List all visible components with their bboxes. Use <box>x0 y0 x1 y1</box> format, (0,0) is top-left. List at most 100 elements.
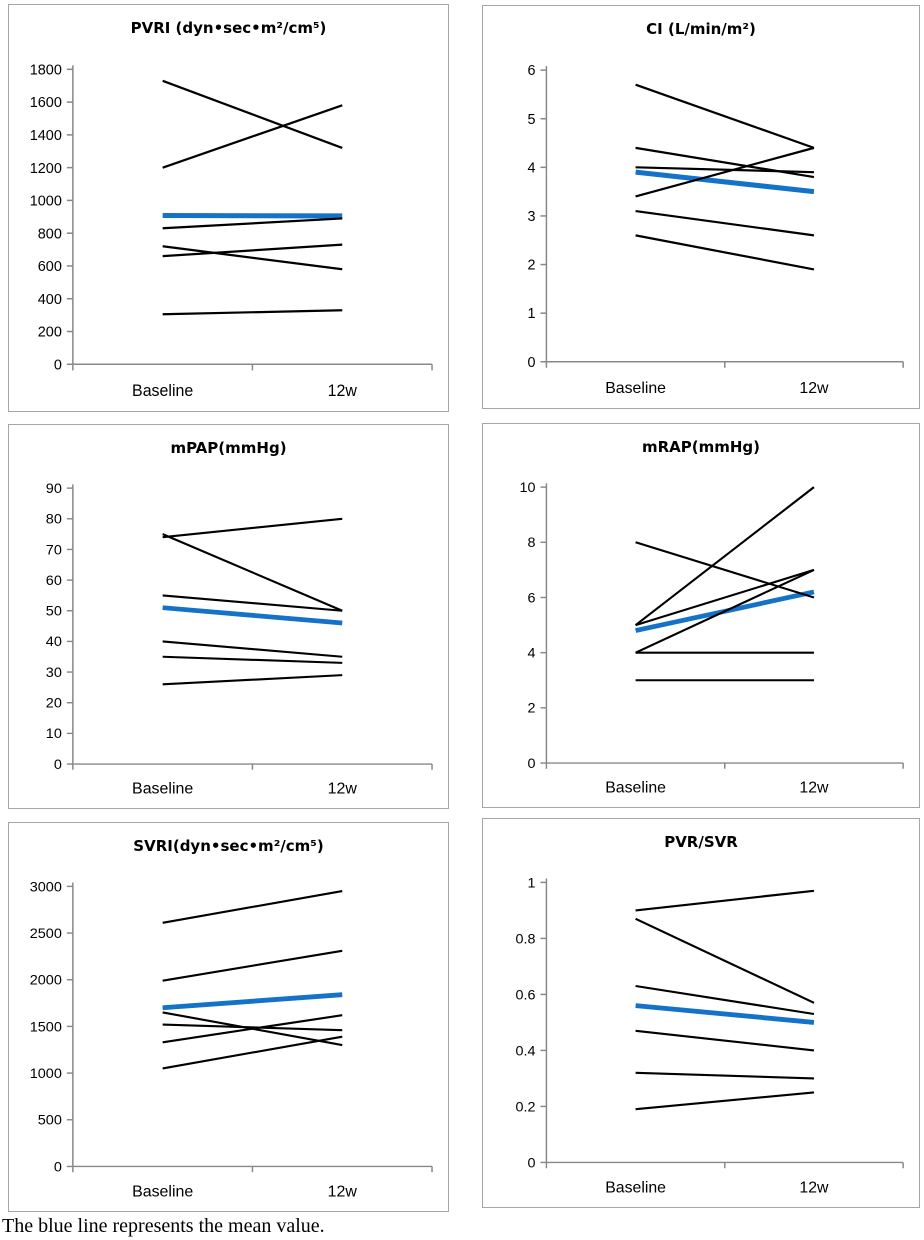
y-tick-label: 10 <box>46 726 62 742</box>
patient-line <box>162 104 343 169</box>
patient-line <box>162 594 343 612</box>
chart-panel-ci: CI (L/min/m²) 0 1 2 3 4 5 6 Baseline 12w <box>482 5 920 409</box>
y-tick-label: 400 <box>38 292 62 308</box>
patient-line <box>635 234 815 271</box>
x-category-label: Baseline <box>132 382 193 400</box>
x-category-label: Baseline <box>132 1184 193 1201</box>
y-tick-label: 80 <box>46 511 62 527</box>
y-tick-label: 200 <box>38 325 62 341</box>
patient-line <box>635 209 815 237</box>
chart-title-pvr-svr: PVR/SVR <box>664 833 738 851</box>
chart-svg-svri: 0 500 1000 1500 2000 2500 3000 Baseline 12w <box>30 879 433 1201</box>
y-tick-label: 20 <box>46 695 62 711</box>
y-tick-label: 30 <box>46 664 62 680</box>
y-tick-label: 2 <box>528 258 536 274</box>
mean-line <box>162 992 343 1011</box>
patient-line <box>635 568 815 627</box>
patient-line <box>162 245 343 271</box>
y-tick-label: 4 <box>528 160 536 176</box>
patient-line <box>162 517 343 539</box>
patient-line <box>635 541 815 599</box>
x-category-label: Baseline <box>605 380 666 397</box>
y-tick-label: 1000 <box>30 193 62 209</box>
patient-line <box>635 568 815 654</box>
chart-title-svri: SVRI(dyn•sec•m²/cm⁵) <box>133 837 324 855</box>
patient-line <box>635 889 815 912</box>
y-tick-label: 1200 <box>30 161 62 177</box>
patient-line <box>162 890 343 924</box>
y-tick-label: 8 <box>528 534 536 550</box>
y-tick-label: 0 <box>528 755 536 771</box>
patient-line <box>162 949 343 982</box>
chart-svg-pvri: 0 200 400 600 800 1000 1200 1400 1600 1800 Baselin… <box>30 62 433 400</box>
y-tick-label: 2000 <box>30 973 62 989</box>
y-tick-label: 0.4 <box>516 1043 536 1059</box>
y-tick-label: 6 <box>528 63 536 79</box>
y-tick-label: 1400 <box>30 128 62 144</box>
y-tick-label: 6 <box>528 590 536 606</box>
chart-title-ci: CI (L/min/m²) <box>646 20 756 38</box>
x-category-label: 12w <box>328 781 358 798</box>
chart-title-mpap: mPAP(mmHg) <box>170 439 287 457</box>
patient-line <box>162 1023 343 1032</box>
figure-caption: The blue line represents the mean value. <box>2 1215 325 1237</box>
x-category-label: Baseline <box>605 1180 666 1197</box>
x-category-label: 12w <box>799 780 829 797</box>
y-tick-label: 0 <box>54 1160 62 1176</box>
patient-line <box>635 917 815 1004</box>
patient-line <box>162 655 343 664</box>
chart-title-pvri: PVRI (dyn•sec•m²/cm⁵) <box>130 19 327 37</box>
mean-line <box>162 605 343 626</box>
patient-line <box>162 674 343 686</box>
patient-line <box>635 166 814 174</box>
y-tick-label: 3 <box>528 209 536 225</box>
chart-svg-mpap: 0 10 20 30 40 50 60 70 80 90 Baseline 12w <box>46 480 433 798</box>
y-tick-label: 4 <box>528 645 536 661</box>
x-category-label: Baseline <box>605 780 666 797</box>
y-tick-label: 60 <box>46 572 62 588</box>
patient-line <box>162 1014 343 1044</box>
chart-panel-pvri: PVRI (dyn•sec•m²/cm⁵) 0 200 400 600 800 1000 1… <box>8 4 449 412</box>
patient-line <box>634 486 815 626</box>
x-category-label: 12w <box>328 382 358 400</box>
y-tick-label: 1 <box>528 875 536 891</box>
patient-line <box>162 533 343 612</box>
patient-line <box>635 83 815 149</box>
x-category-label: 12w <box>328 1184 358 1201</box>
patient-line <box>162 309 343 316</box>
patient-line <box>635 1091 815 1111</box>
patient-line <box>635 146 815 198</box>
y-tick-label: 500 <box>38 1113 62 1129</box>
y-tick-label: 2500 <box>30 926 62 942</box>
y-tick-label: 3000 <box>30 879 62 895</box>
patient-line <box>162 1035 343 1070</box>
y-tick-label: 1 <box>528 306 536 322</box>
y-tick-label: 0.8 <box>516 931 536 947</box>
patient-line <box>162 640 343 658</box>
y-tick-label: 0 <box>54 357 62 373</box>
y-tick-label: 5 <box>528 112 536 128</box>
chart-panel-pvr-svr: PVR/SVR 0 0.2 0.4 0.6 0.8 1 Baseline 12w <box>482 818 920 1208</box>
y-tick-label: 2 <box>528 700 536 716</box>
chart-panel-svri: SVRI(dyn•sec•m²/cm⁵) 0 500 1000 1500 2000 250… <box>8 822 449 1212</box>
x-category-label: 12w <box>799 1180 829 1197</box>
y-tick-label: 0 <box>54 756 62 772</box>
y-tick-label: 0.2 <box>516 1099 536 1115</box>
chart-svg-mrap: 0 2 4 6 8 10 Baseline 12w <box>520 479 904 797</box>
y-tick-label: 0 <box>528 355 536 371</box>
y-tick-label: 50 <box>46 603 62 619</box>
x-category-label: 12w <box>799 380 829 397</box>
chart-panel-mpap: mPAP(mmHg) 0 10 20 30 40 50 60 70 80 90 Baseline 12… <box>8 424 449 809</box>
patient-line <box>635 1071 814 1080</box>
chart-panel-mrap: mRAP(mmHg) 0 2 4 6 8 10 Baseline 12w <box>482 423 920 808</box>
chart-svg-ci: 0 1 2 3 4 5 6 Baseline 12w <box>528 63 904 397</box>
y-tick-label: 10 <box>520 479 536 495</box>
patient-line <box>162 217 343 230</box>
y-tick-label: 0.6 <box>516 987 536 1003</box>
y-tick-label: 1000 <box>30 1066 62 1082</box>
y-tick-label: 600 <box>38 259 62 275</box>
patient-line <box>635 1029 815 1052</box>
chart-title-mrap: mRAP(mmHg) <box>641 438 761 456</box>
patient-line <box>162 79 343 150</box>
